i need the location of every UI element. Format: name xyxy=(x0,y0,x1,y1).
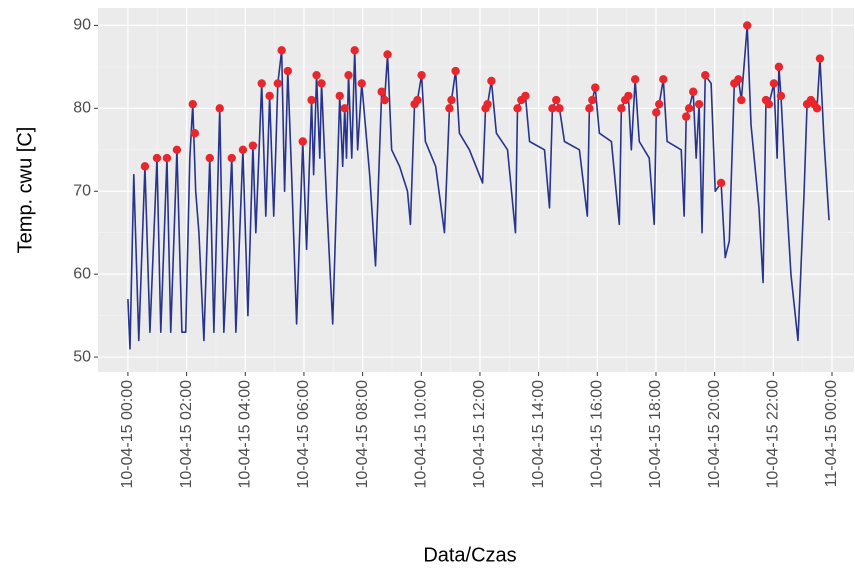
x-tick-label: 10-04-15 18:00 xyxy=(647,380,664,489)
peak-point xyxy=(152,153,162,163)
peak-point xyxy=(552,95,561,105)
y-tick-label: 70 xyxy=(73,182,91,199)
peak-point xyxy=(273,79,283,88)
x-tick-label: 10-04-15 08:00 xyxy=(354,380,371,489)
peak-point xyxy=(555,104,564,113)
peak-point xyxy=(487,76,496,86)
peak-point xyxy=(335,91,344,101)
peak-point xyxy=(188,99,197,109)
peak-point xyxy=(445,104,454,113)
plot-panel xyxy=(98,8,854,372)
x-tick-label: 10-04-15 02:00 xyxy=(178,380,195,489)
peak-point xyxy=(483,99,492,109)
peak-point xyxy=(521,91,530,101)
peak-point xyxy=(383,50,392,59)
peak-point xyxy=(312,70,321,80)
peak-point xyxy=(776,91,786,101)
x-tick-label: 10-04-15 10:00 xyxy=(413,380,430,489)
peak-point xyxy=(380,95,389,105)
y-tick-label: 60 xyxy=(73,265,91,282)
x-tick-label: 10-04-15 06:00 xyxy=(295,380,312,489)
peak-point xyxy=(344,70,353,80)
peak-point xyxy=(248,141,258,150)
peak-point xyxy=(307,95,316,105)
peak-point xyxy=(298,137,307,146)
peak-point xyxy=(257,79,266,88)
y-tick-label: 90 xyxy=(73,17,91,34)
peak-point xyxy=(585,104,594,113)
peak-point xyxy=(630,75,640,84)
peak-point xyxy=(694,99,704,109)
peak-point xyxy=(588,95,597,105)
peak-point xyxy=(764,99,774,109)
peak-point xyxy=(774,62,784,72)
peak-point xyxy=(265,91,274,101)
peak-point xyxy=(227,153,236,163)
peak-point xyxy=(215,104,224,113)
x-tick-label: 10-04-15 04:00 xyxy=(236,380,253,489)
peak-point xyxy=(769,79,779,88)
peak-point xyxy=(357,79,366,88)
peak-point xyxy=(377,87,386,96)
marks xyxy=(127,21,830,350)
peak-point xyxy=(413,95,422,105)
x-tick-label: 10-04-15 20:00 xyxy=(706,380,723,489)
peak-point xyxy=(277,46,286,55)
peak-point xyxy=(655,99,664,109)
peak-point xyxy=(716,178,726,188)
peak-point xyxy=(283,66,293,76)
peak-point xyxy=(447,95,456,105)
peak-point xyxy=(812,104,822,113)
peak-point xyxy=(652,108,661,117)
peak-point xyxy=(591,83,600,92)
peak-point xyxy=(162,153,172,163)
peak-point xyxy=(737,95,746,105)
peak-point xyxy=(350,46,359,55)
peak-point xyxy=(205,153,214,163)
peak-point xyxy=(743,21,752,30)
peak-point xyxy=(681,112,691,121)
x-axis-title: Data/Czas xyxy=(423,544,516,566)
peak-point xyxy=(317,79,326,88)
temperature-line xyxy=(127,24,830,350)
peak-point xyxy=(548,104,557,113)
peak-point xyxy=(140,162,150,171)
y-tick-label: 50 xyxy=(73,348,91,365)
y-tick-label: 80 xyxy=(73,100,91,117)
peak-point xyxy=(238,145,248,154)
peak-point xyxy=(689,87,698,96)
peak-point xyxy=(451,66,460,76)
peak-point xyxy=(734,75,743,84)
peak-point xyxy=(513,104,522,113)
x-tick-label: 10-04-15 16:00 xyxy=(589,380,606,489)
peak-point xyxy=(417,70,426,80)
y-axis-title: Temp. cwu [C] xyxy=(14,127,36,254)
peak-point xyxy=(617,104,626,113)
x-tick-label: 10-04-15 22:00 xyxy=(765,380,782,489)
x-tick-label: 10-04-15 00:00 xyxy=(119,380,136,489)
peak-point xyxy=(815,54,825,63)
peak-point xyxy=(172,145,182,154)
peak-point xyxy=(340,104,349,113)
x-tick-label: 10-04-15 14:00 xyxy=(530,380,547,489)
peak-point xyxy=(701,70,710,80)
peak-point xyxy=(624,91,633,101)
x-tick-label: 10-04-15 12:00 xyxy=(471,380,488,489)
peak-point xyxy=(190,129,200,138)
peak-point xyxy=(684,104,694,113)
peak-point xyxy=(659,75,668,84)
x-tick-label: 11-04-15 00:00 xyxy=(823,380,840,487)
